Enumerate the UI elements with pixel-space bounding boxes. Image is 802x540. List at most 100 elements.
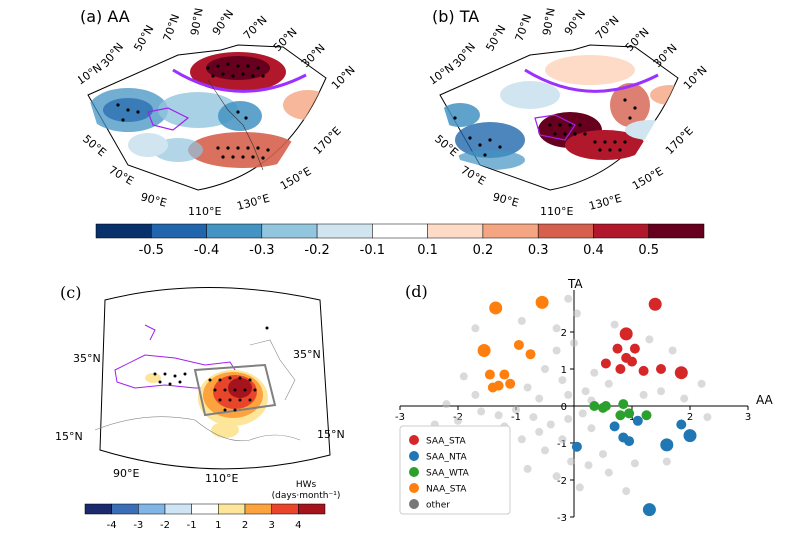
y-tick-label: -2 bbox=[557, 476, 567, 487]
scatter-point-naa_sta bbox=[477, 344, 491, 357]
scatter-point-saa_nta bbox=[624, 436, 635, 447]
scatter-point-other bbox=[599, 450, 607, 459]
colorbar-swatch bbox=[164, 503, 192, 515]
scatter-point-other bbox=[630, 459, 639, 468]
colorbar-tick-label: -1 bbox=[187, 520, 197, 531]
lon-label: 110°E bbox=[188, 205, 221, 218]
scatter-point-saa_wta bbox=[641, 410, 652, 421]
scatter-point-other bbox=[512, 405, 520, 414]
scatter-point-other bbox=[523, 464, 532, 473]
legend-label: SAA_WTA bbox=[426, 469, 470, 479]
lon-label: 110°E bbox=[540, 205, 573, 218]
colorbar-swatch bbox=[427, 223, 484, 239]
map-c: (c) 35°N 35°N 15°N 15°N 90°E 110°E bbox=[55, 283, 345, 485]
colorbar-units: (days·month⁻¹) bbox=[272, 491, 341, 501]
colorbar-tick-label: 0.1 bbox=[417, 243, 438, 258]
colorbar-swatch bbox=[298, 503, 326, 515]
scatter-point-saa_wta bbox=[615, 410, 626, 421]
x-tick-label: 3 bbox=[745, 412, 751, 423]
colorbar-swatch bbox=[372, 223, 428, 239]
lon-label: 90°E bbox=[113, 467, 139, 480]
lon-label: 90°E bbox=[491, 190, 520, 209]
scatter-point-saa_sta bbox=[648, 297, 662, 311]
scatter-point-other bbox=[529, 413, 538, 422]
legend-label: SAA_STA bbox=[426, 437, 466, 447]
panel-d: (d) -3-2-1123-3-2-1012AATASAA_STASAA_NTA… bbox=[385, 270, 802, 540]
scatter-point-other bbox=[558, 435, 567, 444]
scatter-point-saa_nta bbox=[660, 438, 674, 452]
scatter-point-other bbox=[662, 457, 671, 466]
lat-label: 70°N bbox=[241, 13, 270, 42]
colorbar-tick-label: -0.1 bbox=[360, 243, 385, 258]
heatwave-field bbox=[198, 370, 268, 438]
colorbar-tick-label: 4 bbox=[295, 520, 301, 531]
scatter-point-other bbox=[639, 390, 648, 399]
colorbar-swatch bbox=[316, 223, 373, 239]
x-tick-label: 2 bbox=[687, 412, 693, 423]
lat-label: 10°N bbox=[430, 61, 456, 88]
jet-line bbox=[172, 68, 307, 93]
significance-dots bbox=[116, 62, 270, 160]
x-tick-label: 1 bbox=[629, 412, 635, 423]
lat-label: 15°N bbox=[317, 428, 345, 441]
scatter-point-other bbox=[564, 414, 573, 423]
map-ta: (b) TA 10°N 30°N 50°N 70°N 90°N 90°N 70°… bbox=[426, 7, 709, 218]
colorbar-title: HWs bbox=[296, 480, 317, 490]
lat-label: 15°N bbox=[55, 430, 83, 443]
scatter-point-other bbox=[590, 368, 599, 377]
lon-label: 90°E bbox=[139, 190, 168, 209]
scatter-point-other bbox=[567, 457, 576, 466]
colorbar-tick-label: 0.4 bbox=[583, 243, 604, 258]
scatter-point-saa_wta bbox=[589, 401, 600, 411]
y-tick-label: 0 bbox=[561, 402, 567, 413]
lat-label: 50°N bbox=[483, 23, 508, 54]
colorbar-swatch bbox=[151, 223, 207, 239]
x-tick-label: -1 bbox=[511, 412, 521, 423]
panel-d-label: (d) bbox=[405, 282, 428, 301]
y-tick-label: -3 bbox=[557, 513, 567, 524]
scatter-point-naa_sta bbox=[489, 301, 503, 315]
colorbar-swatch bbox=[111, 503, 139, 515]
scatter-point-other bbox=[517, 435, 526, 444]
scatter-point-saa_sta bbox=[619, 327, 633, 341]
lat-label: 90°N bbox=[540, 7, 558, 37]
region-box bbox=[193, 363, 277, 417]
significance-dots bbox=[453, 98, 637, 157]
lon-label: 110°E bbox=[205, 472, 238, 485]
colorbar-swatch bbox=[593, 223, 649, 239]
scatter-point-other bbox=[622, 487, 631, 496]
scatter-point-naa_sta bbox=[535, 295, 549, 309]
scatter-point-saa_sta bbox=[656, 364, 666, 374]
colorbar-swatch bbox=[648, 223, 705, 239]
colorbar-tick-label: 1 bbox=[215, 520, 221, 531]
scatter-point-saa_sta bbox=[674, 366, 688, 380]
lon-label: 70°E bbox=[459, 163, 488, 188]
scatter-point-other bbox=[578, 409, 587, 418]
scatter-point-other bbox=[517, 316, 526, 325]
lat-label: 50°N bbox=[131, 23, 156, 54]
lat-label: 90°N bbox=[188, 7, 206, 37]
heat-blob bbox=[145, 373, 161, 383]
lat-label: 30°N bbox=[450, 40, 478, 70]
scatter-point-saa_sta bbox=[615, 364, 626, 374]
panel-c: (c) 35°N 35°N 15°N 15°N 90°E 110°E bbox=[55, 270, 355, 540]
lat-label: 30°N bbox=[98, 40, 126, 70]
y-tick-label: 2 bbox=[561, 328, 567, 339]
colorbar-tick-label: 0.3 bbox=[528, 243, 549, 258]
lon-label: 130°E bbox=[587, 192, 623, 213]
scatter-point-other bbox=[535, 394, 544, 403]
colorbar-tick-label: -4 bbox=[107, 520, 117, 531]
panel-b-label: (b) TA bbox=[432, 7, 479, 26]
scatter-point-naa_sta bbox=[499, 369, 510, 380]
scatter-point-saa_sta bbox=[600, 358, 611, 369]
lat-label: 70°N bbox=[161, 13, 183, 44]
colorbar-tick-label: -0.4 bbox=[194, 243, 219, 258]
lon-label: 150°E bbox=[630, 165, 666, 193]
scatter-point-other bbox=[575, 483, 584, 492]
scatter-point-other bbox=[604, 468, 613, 477]
panel-a: (a) AA 10°N 30°N 50°N 70°N 90°N 90°N 70°… bbox=[74, 0, 368, 234]
scatter-point-other bbox=[459, 372, 468, 381]
lat-label: 30°N bbox=[651, 41, 680, 70]
scatter-point-saa_nta bbox=[609, 421, 620, 432]
colorbar-swatch bbox=[191, 503, 219, 515]
